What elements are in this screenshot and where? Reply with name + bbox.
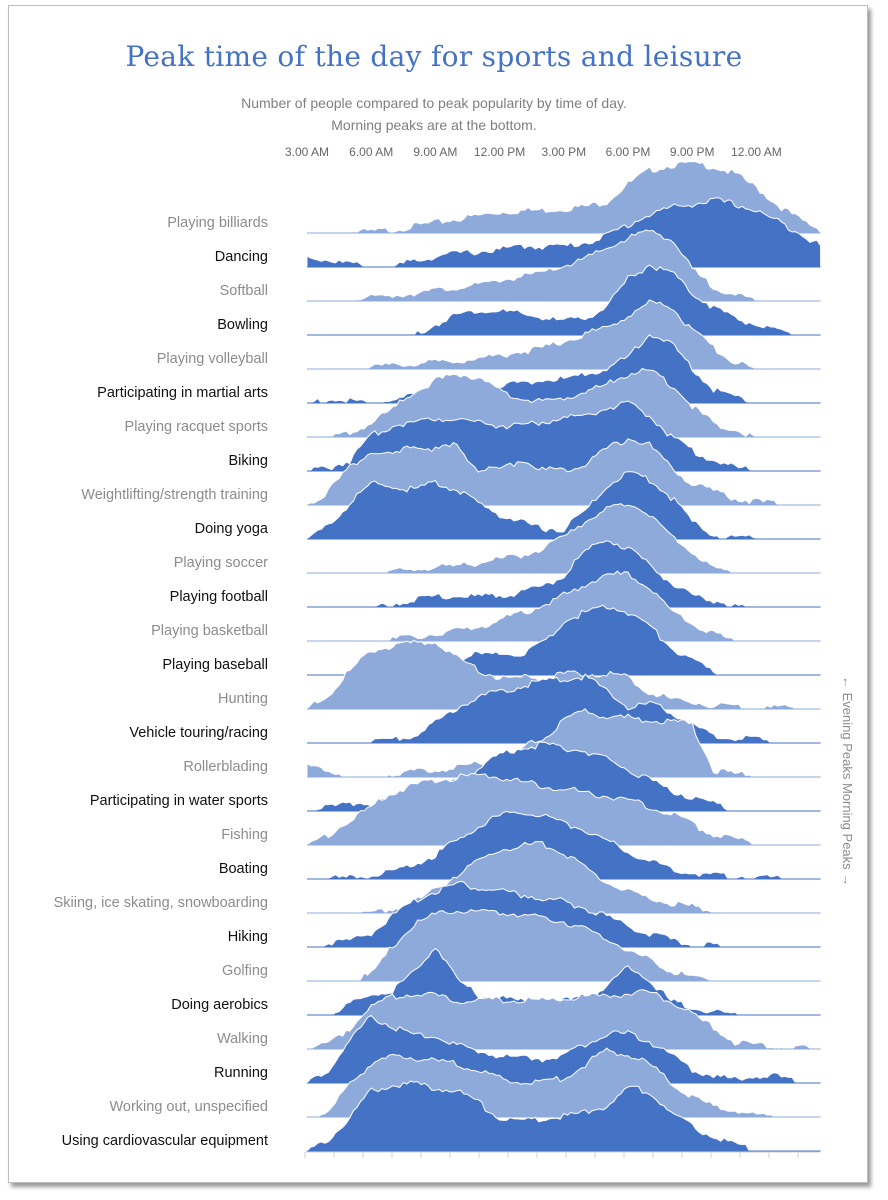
x-tick-label: 6.00 AM — [349, 145, 394, 159]
row-label: Golfing — [222, 963, 268, 979]
x-tick-label: 3.00 PM — [541, 145, 587, 159]
row-label: Playing football — [169, 589, 268, 605]
row-label: Biking — [228, 453, 269, 469]
row-label: Doing aerobics — [171, 997, 268, 1013]
row-label: Dancing — [214, 249, 268, 265]
x-tick-label: 12.00 AM — [731, 145, 782, 159]
ridge-area — [305, 639, 821, 710]
x-tick-label: 9.00 PM — [669, 145, 715, 159]
row-label: Skiing, ice skating, snowboarding — [53, 895, 268, 911]
row-label: Softball — [219, 283, 268, 299]
row-label: Bowling — [217, 317, 268, 333]
row-label: Walking — [216, 1031, 268, 1047]
row-label: Participating in martial arts — [97, 385, 268, 401]
x-tick-label: 12.00 PM — [473, 145, 526, 159]
chart-title: Peak time of the day for sports and leis… — [125, 40, 743, 73]
x-tick-label: 3.00 AM — [284, 145, 330, 159]
ridge-area — [306, 334, 821, 404]
ridge-area — [307, 367, 821, 438]
row-label: Rollerblading — [183, 759, 268, 775]
row-label: Running — [213, 1065, 268, 1081]
row-label: Hiking — [227, 929, 268, 945]
row-label: Doing yoga — [194, 521, 268, 537]
row-label: Playing baseball — [162, 657, 268, 673]
row-label: Hunting — [218, 691, 268, 707]
row-label: Participating in water sports — [89, 793, 268, 809]
row-label: Playing billiards — [167, 215, 268, 231]
ridge-area — [306, 810, 821, 880]
row-label: Fishing — [221, 827, 268, 843]
side-axis-label: ← Evening Peaks Morning Peaks → — [840, 676, 855, 887]
x-tick-label: 9.00 AM — [413, 145, 458, 159]
ridge-area — [307, 229, 821, 302]
ridge-area — [305, 471, 821, 540]
ridge-area — [305, 773, 821, 846]
x-tick-label: 6.00 PM — [605, 145, 651, 159]
row-label: Working out, unspecified — [109, 1099, 268, 1115]
ridge-area — [306, 708, 821, 778]
ridge-area — [307, 989, 821, 1050]
ridge-area — [305, 1080, 821, 1152]
ridge-area — [307, 299, 821, 370]
row-label: Playing racquet sports — [124, 419, 268, 435]
row-label: Using cardiovascular equipment — [61, 1133, 268, 1149]
row-label: Vehicle touring/racing — [129, 725, 268, 741]
chart-subtitle-line-2: Morning peaks are at the bottom. — [331, 117, 537, 133]
row-label: Playing volleyball — [156, 351, 268, 367]
row-label: Playing basketball — [151, 623, 268, 639]
row-label: Boating — [218, 861, 268, 877]
row-label: Playing soccer — [173, 555, 268, 571]
chart-subtitle-line-1: Number of people compared to peak popula… — [241, 95, 627, 111]
row-label: Weightlifting/strength training — [81, 487, 268, 503]
